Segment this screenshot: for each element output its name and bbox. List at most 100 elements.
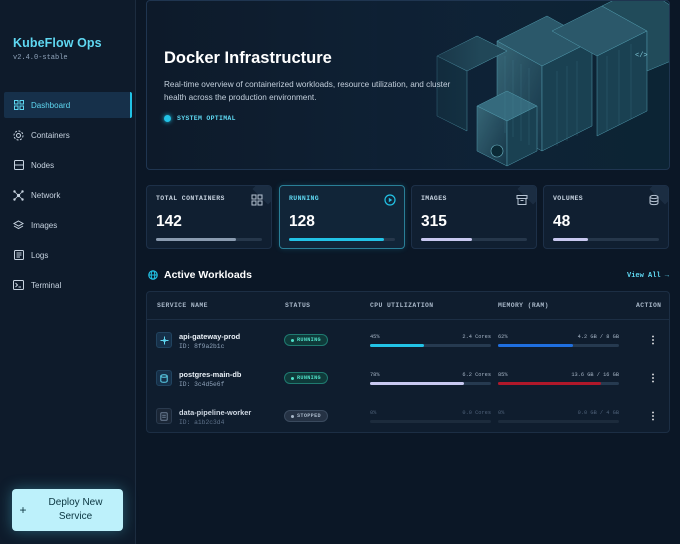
terminal-icon [13,280,24,291]
service-name: postgres-main-db [179,370,242,379]
stat-card-running[interactable]: RUNNING 128 [279,185,405,249]
deploy-new-service-button[interactable]: + Deploy New Service [12,489,123,531]
cpu-bar-track [370,344,491,347]
stat-progress-fill [289,238,385,241]
hub-icon [156,332,172,348]
memory-utilization: 85% 13.6 GB / 16 GB [498,372,619,385]
stat-label: VOLUMES [553,195,584,202]
play-circle-icon [384,194,396,206]
version-label: v2.4.0-stable [13,54,68,62]
workloads-header: Active Workloads [148,269,252,281]
stat-progress-track [289,238,395,241]
status-badge: STOPPED [284,410,328,422]
workloads-table: SERVICE NAME STATUS CPU UTILIZATION MEMO… [146,291,670,433]
header-divider [147,319,669,320]
cpu-percent: 0% [370,410,377,416]
system-status-label: SYSTEM OPTIMAL [177,115,236,122]
stat-value: 48 [553,213,571,230]
table-row[interactable]: api-gateway-prod ID: 8f9a2b1c RUNNING 45… [147,322,669,360]
cpu-bar-fill [370,344,425,347]
stat-progress-track [553,238,659,241]
cpu-percent: 45% [370,334,380,340]
hero-description: Real-time overview of containerized work… [164,80,451,102]
cpu-percent: 78% [370,372,380,378]
service-id: ID: a1b2c3d4 [179,419,225,426]
system-status: SYSTEM OPTIMAL [164,115,236,122]
cpu-utilization: 78% 6.2 Cores [370,372,491,385]
sidebar-item-dashboard[interactable]: Dashboard [4,92,132,118]
cpu-cores: 6.2 Cores [462,372,491,378]
archive-icon [516,195,528,205]
memory-utilization: 0% 0.0 GB / 4 GB [498,410,619,423]
sidebar: KubeFlow Ops v2.4.0-stable Dashboard Con… [0,0,136,544]
memory-bar-track [498,382,619,385]
section-title: Active Workloads [164,269,252,281]
more-vertical-icon[interactable]: ⋮ [648,410,658,422]
stat-card-total-containers[interactable]: TOTAL CONTAINERS 142 [146,185,272,249]
more-vertical-icon[interactable]: ⋮ [648,334,658,346]
sidebar-item-label: Logs [31,250,49,260]
stat-value: 315 [421,213,447,230]
stat-label: RUNNING [289,195,320,202]
service-id: ID: 8f9a2b1c [179,343,225,350]
cpu-bar-fill [370,382,465,385]
memory-utilization: 62% 4.2 GB / 8 GB [498,334,619,347]
sidebar-item-images[interactable]: Images [4,212,132,238]
stat-value: 128 [289,213,315,230]
memory-percent: 0% [498,410,505,416]
network-icon [13,189,24,201]
sidebar-item-nodes[interactable]: Nodes [4,152,132,178]
sidebar-nav: Dashboard Containers Nodes Network Image… [4,92,132,302]
deploy-button-label: Deploy New Service [48,497,103,522]
containers-icon [13,130,24,141]
status-badge-label: RUNNING [297,375,321,381]
layers-icon [13,219,24,231]
grid-icon [13,100,24,111]
status-dot-icon [291,414,294,418]
memory-percent: 62% [498,334,508,340]
view-all-link[interactable]: View All → [627,272,670,280]
column-header-action: ACTION [636,302,662,309]
sidebar-item-label: Nodes [31,160,55,170]
service-name: data-pipeline-worker [179,408,252,417]
more-vertical-icon[interactable]: ⋮ [648,372,658,384]
stat-progress-track [421,238,527,241]
stat-card-images[interactable]: IMAGES 315 [411,185,537,249]
cpu-bar-track [370,382,491,385]
server-icon [13,160,24,171]
cpu-cores: 0.0 Cores [462,410,491,416]
memory-amount: 13.6 GB / 16 GB [571,372,619,378]
status-badge-label: STOPPED [297,413,321,419]
service-name: api-gateway-prod [179,332,241,341]
cpu-utilization: 0% 0.0 Cores [370,410,491,423]
plus-icon: + [19,503,27,517]
stat-value: 142 [156,213,182,230]
globe-icon [148,270,158,280]
memory-bar-fill [498,382,601,385]
database-icon [156,370,172,386]
memory-bar-track [498,344,619,347]
column-header-memory: MEMORY (RAM) [498,302,549,309]
logs-icon [13,250,24,261]
sidebar-item-containers[interactable]: Containers [4,122,132,148]
grid-icon [251,194,263,206]
sidebar-item-logs[interactable]: Logs [4,242,132,268]
stat-label: IMAGES [421,195,447,202]
status-dot-icon [291,376,294,380]
memory-bar-fill [498,344,574,347]
table-row[interactable]: postgres-main-db ID: 3c4d5e6f RUNNING 78… [147,360,669,398]
column-header-service: SERVICE NAME [157,302,208,309]
sidebar-item-network[interactable]: Network [4,182,132,208]
sidebar-item-label: Terminal [31,280,62,290]
column-header-cpu: CPU UTILIZATION [370,302,434,309]
service-id: ID: 3c4d5e6f [179,381,225,388]
status-dot-icon [164,115,171,122]
sidebar-item-terminal[interactable]: Terminal [4,272,132,298]
memory-amount: 0.0 GB / 4 GB [577,410,619,416]
stat-progress-fill [553,238,588,241]
stat-card-volumes[interactable]: VOLUMES 48 [543,185,669,249]
document-icon [156,408,172,424]
sidebar-item-label: Images [31,220,58,230]
table-row[interactable]: data-pipeline-worker ID: a1b2c3d4 STOPPE… [147,398,669,432]
sidebar-item-label: Network [31,190,61,200]
